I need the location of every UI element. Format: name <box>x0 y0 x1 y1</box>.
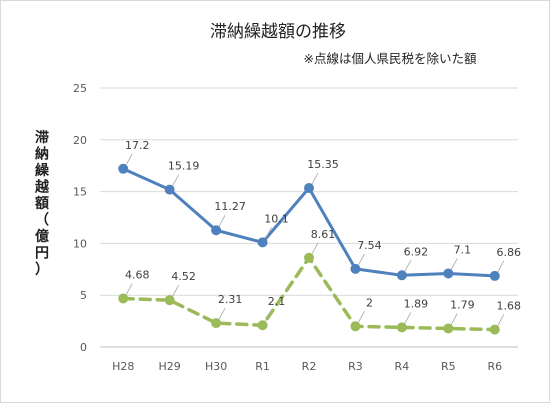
y-tick-label: 25 <box>73 82 87 95</box>
data-point <box>164 295 175 306</box>
x-tick-label: H30 <box>205 360 227 373</box>
data-label: 2.1 <box>268 295 286 308</box>
y-axis-label: 滞納繰越額（億円） <box>34 129 50 278</box>
series-line <box>121 256 497 332</box>
data-label: 2.31 <box>218 293 243 306</box>
label-leader <box>265 227 272 239</box>
y-tick-label: 20 <box>73 134 87 147</box>
data-point <box>443 268 454 279</box>
data-point <box>443 323 454 334</box>
data-label: 1.68 <box>497 300 522 313</box>
y-axis-label-char: ） <box>35 262 49 278</box>
data-label: 6.92 <box>404 245 429 258</box>
data-point <box>304 182 314 193</box>
label-leader <box>404 260 412 272</box>
x-tick-label: R1 <box>255 360 270 373</box>
data-label: 15.35 <box>307 158 339 171</box>
y-axis-label-char: 繰 <box>35 162 50 179</box>
data-label: 7.54 <box>357 239 382 252</box>
data-point <box>257 320 268 331</box>
data-point <box>304 252 314 263</box>
data-point <box>164 184 175 195</box>
x-tick-label: R4 <box>395 360 410 373</box>
data-label: 11.27 <box>214 200 246 213</box>
label-leader <box>265 310 272 322</box>
data-point <box>396 270 407 281</box>
label-leader <box>450 313 458 325</box>
data-point <box>211 318 222 329</box>
y-axis-label-char: 滞 <box>35 129 49 146</box>
label-leader <box>125 153 133 165</box>
label-leader <box>218 307 226 320</box>
y-axis-label-char: 額 <box>34 195 49 212</box>
data-point <box>489 324 500 335</box>
y-axis-label-char: 納 <box>35 146 49 163</box>
label-leader <box>497 260 505 273</box>
label-leader <box>218 215 226 227</box>
label-leader <box>172 284 180 297</box>
label-leader <box>311 242 319 254</box>
y-tick-label: 0 <box>80 341 87 354</box>
series-2: 4.68 4.52 2.31 2.1 8.61 2 1.89 1.79 1.68 <box>118 228 522 335</box>
y-tick-label: 5 <box>80 289 87 302</box>
data-label: 6.86 <box>497 246 522 259</box>
label-leader <box>172 174 180 186</box>
data-point <box>118 163 129 174</box>
label-leader <box>311 172 319 185</box>
data-point <box>350 263 361 274</box>
x-tick-label: R6 <box>487 360 502 373</box>
data-label: 17.2 <box>125 139 150 152</box>
data-point <box>489 270 500 281</box>
data-label: 1.89 <box>404 297 429 310</box>
x-tick-label: H29 <box>159 360 181 373</box>
series-1: 17.2 15.19 11.27 10.1 15.35 7.54 6.92 7.1 6.86 <box>118 139 522 281</box>
chart-note: ※点線は個人県民税を除いた額 <box>304 51 477 66</box>
data-point <box>257 237 268 248</box>
label-leader <box>358 311 365 323</box>
data-point <box>118 293 129 304</box>
y-tick-label: 15 <box>73 186 87 199</box>
y-tick-label: 10 <box>73 237 87 250</box>
y-axis-label-char: （ <box>35 213 49 229</box>
x-tick-label: R3 <box>348 360 363 373</box>
y-axis-label-char: 円 <box>35 246 49 262</box>
data-label: 1.79 <box>450 298 475 311</box>
y-axis-label-char: 億 <box>35 228 49 245</box>
data-point <box>350 321 361 332</box>
x-tick-label: H28 <box>112 360 134 373</box>
label-leader <box>125 283 133 295</box>
x-tick-label: R2 <box>302 360 317 373</box>
data-label: 4.52 <box>171 270 196 283</box>
label-leader <box>450 258 458 270</box>
data-label: 15.19 <box>168 160 200 173</box>
data-label: 7.1 <box>454 243 472 256</box>
data-point <box>396 322 407 333</box>
y-axis-label-char: 越 <box>34 179 50 196</box>
data-label: 10.1 <box>264 212 289 225</box>
data-label: 2 <box>366 296 373 309</box>
x-tick-label: R5 <box>441 360 456 373</box>
data-label: 8.61 <box>311 228 336 241</box>
y-axis-ticks: 0 5 10 15 20 25 <box>73 82 87 354</box>
x-axis-ticks: H28 H29 H30 R1 R2 R3 R4 R5 R6 <box>112 360 502 373</box>
label-leader <box>404 312 412 324</box>
label-leader <box>497 314 505 326</box>
chart-title: 滞納繰越額の推移 <box>210 22 346 42</box>
data-point <box>211 225 222 236</box>
data-label: 4.68 <box>125 269 150 282</box>
label-leader <box>358 253 365 266</box>
